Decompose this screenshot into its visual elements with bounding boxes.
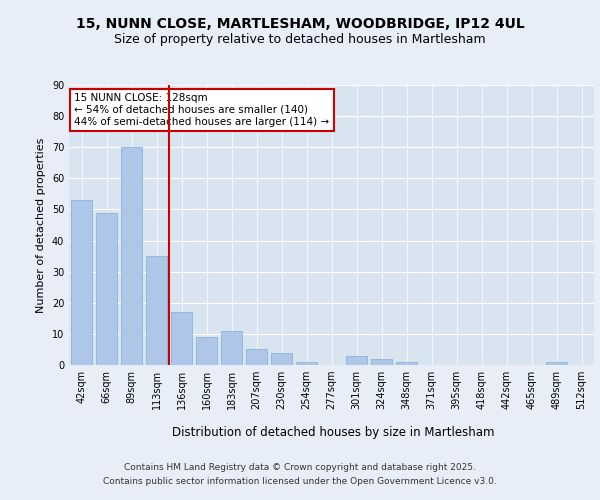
Bar (296, 362, 317, 365)
Text: Contains public sector information licensed under the Open Government Licence v3: Contains public sector information licen… (103, 477, 497, 486)
Text: 15 NUNN CLOSE: 128sqm
← 54% of detached houses are smaller (140)
44% of semi-det: 15 NUNN CLOSE: 128sqm ← 54% of detached … (74, 94, 329, 126)
Bar (171, 312, 192, 365)
Y-axis label: Number of detached properties: Number of detached properties (36, 138, 46, 312)
Bar (546, 362, 567, 365)
Text: Contains HM Land Registry data © Crown copyright and database right 2025.: Contains HM Land Registry data © Crown c… (124, 464, 476, 472)
Bar (71, 200, 92, 365)
Bar (221, 331, 242, 365)
Bar (146, 256, 167, 365)
Bar (246, 350, 267, 365)
Bar (371, 359, 392, 365)
Bar (96, 212, 117, 365)
Bar (396, 362, 417, 365)
Text: 15, NUNN CLOSE, MARTLESHAM, WOODBRIDGE, IP12 4UL: 15, NUNN CLOSE, MARTLESHAM, WOODBRIDGE, … (76, 18, 524, 32)
Bar (271, 352, 292, 365)
Text: Size of property relative to detached houses in Martlesham: Size of property relative to detached ho… (114, 32, 486, 46)
Text: Distribution of detached houses by size in Martlesham: Distribution of detached houses by size … (172, 426, 494, 439)
Bar (121, 147, 142, 365)
Bar (196, 337, 217, 365)
Bar (346, 356, 367, 365)
